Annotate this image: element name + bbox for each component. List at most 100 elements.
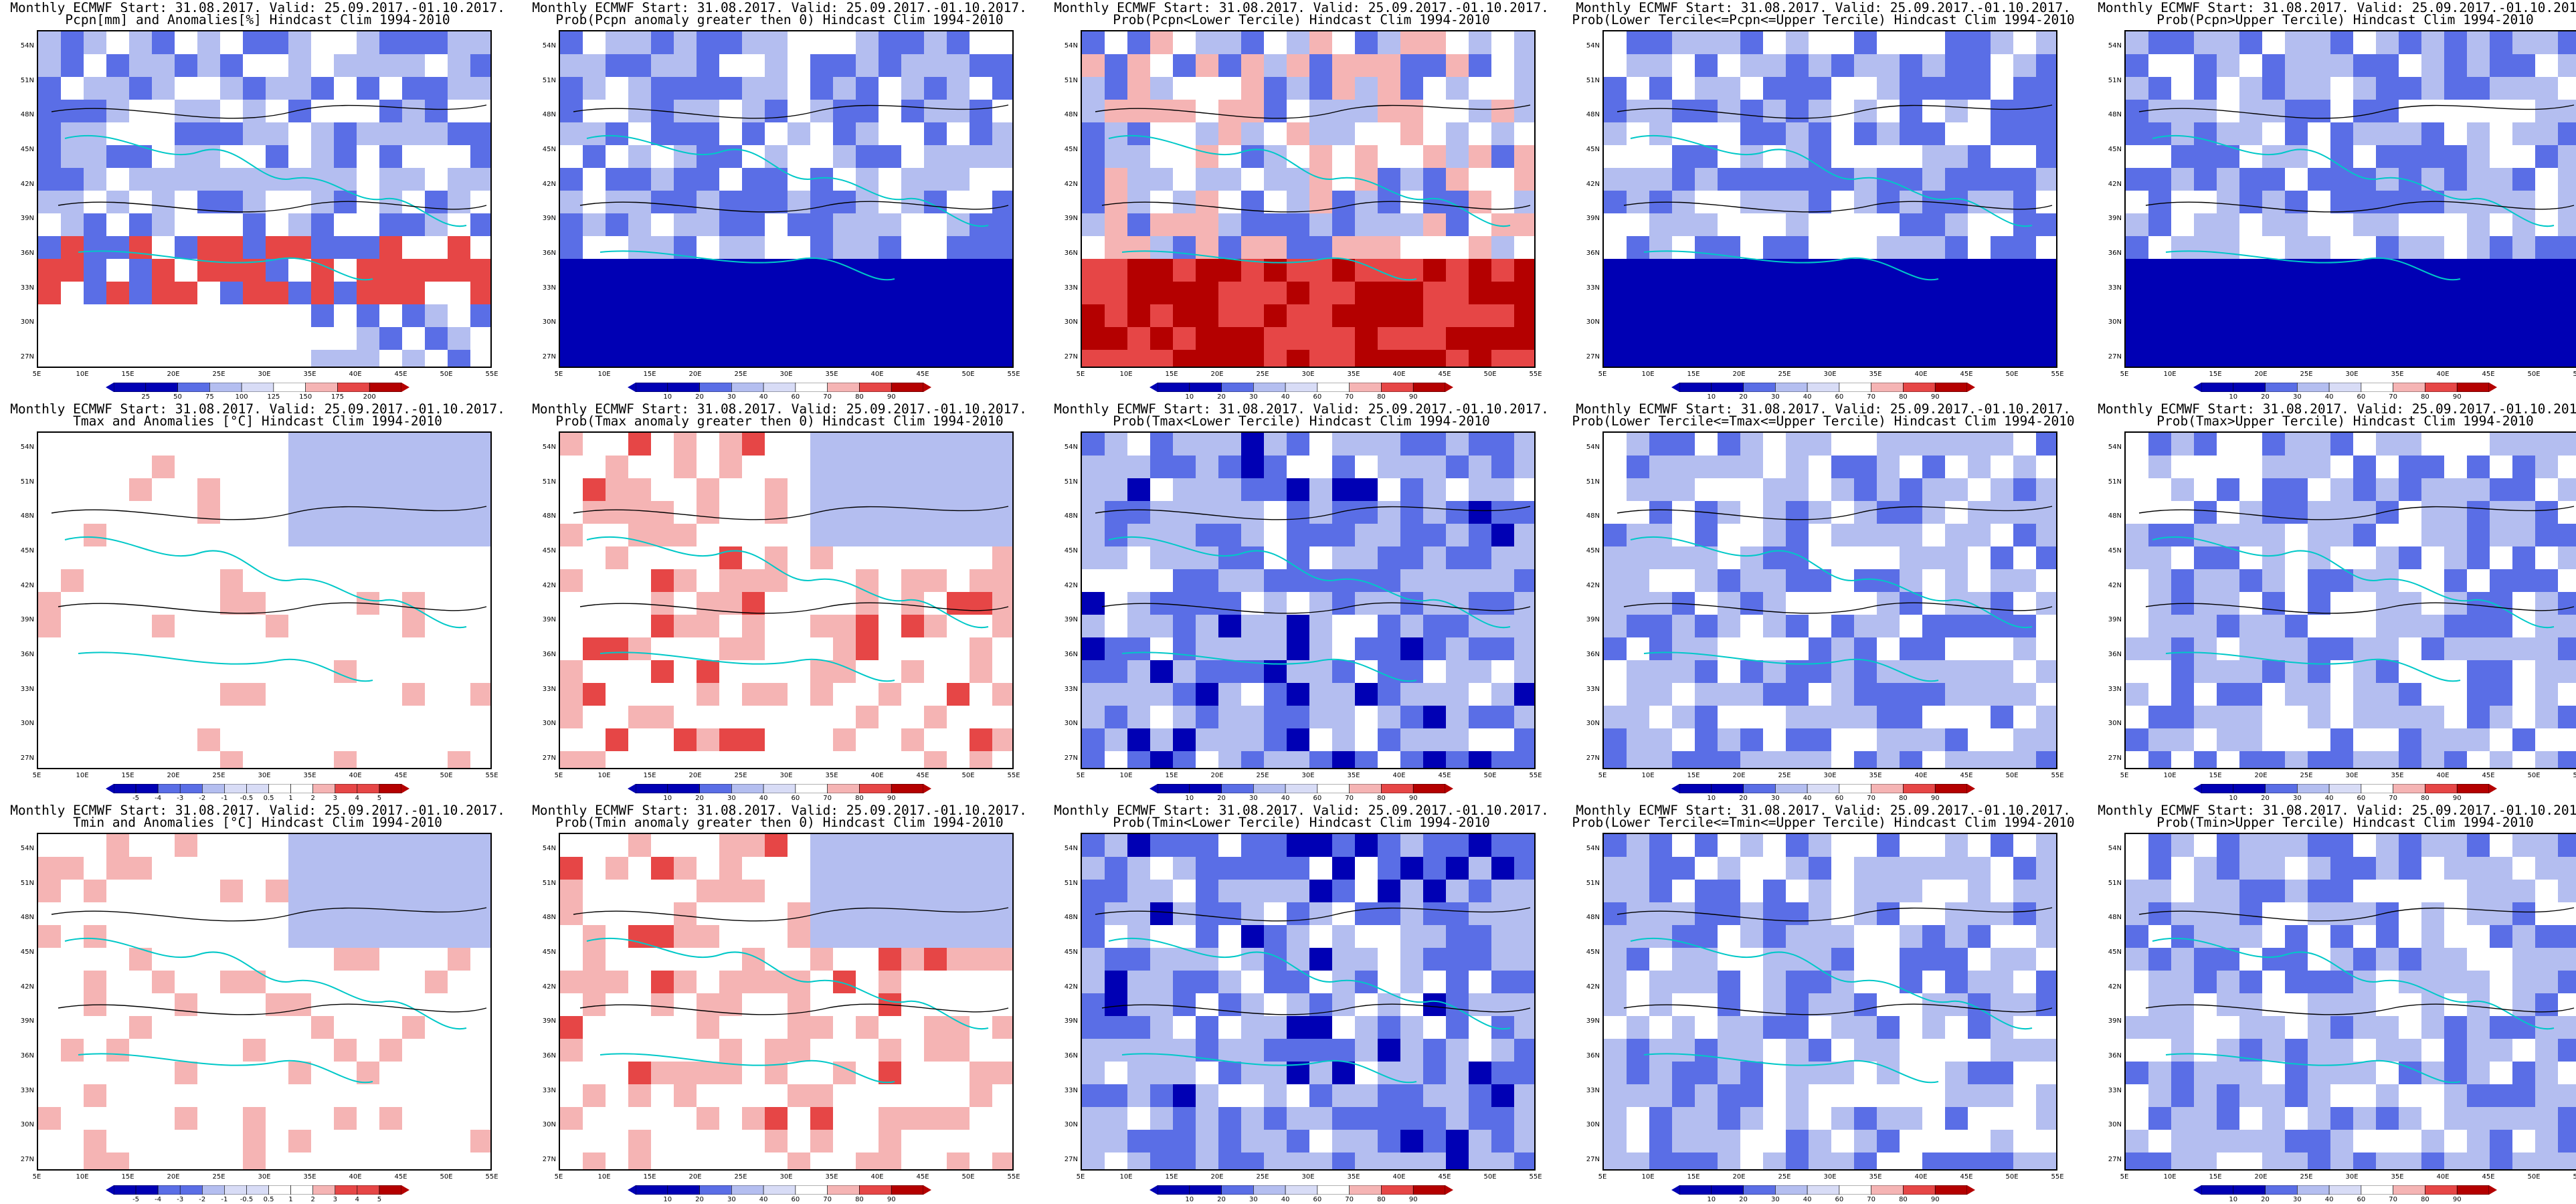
field-cell [2126,213,2149,237]
field-cell [106,1039,130,1062]
colorbar-segment [859,784,892,793]
field-cell [924,456,947,479]
field-cell [1196,993,1219,1017]
field-cell [1355,168,1378,191]
field-cell [1604,1152,1627,1169]
colorbar-segment [827,383,860,392]
field-cell [2148,259,2172,282]
field-cell [606,501,629,524]
field-cell [243,706,266,729]
field-cell [2013,834,2037,858]
field-cell [992,456,1012,479]
field-cell [560,1039,583,1062]
field-cell [1264,478,1287,502]
field-cell [106,478,130,502]
lon-tick-label: 50E [440,371,453,378]
field-cell [742,1084,765,1108]
field-cell [61,77,84,100]
field-cell [1241,728,1265,752]
field-cell [2262,350,2286,367]
field-cell [175,925,198,948]
field-cell [674,501,697,524]
field-cell [1854,1084,1877,1108]
field-cell [1877,1152,1900,1169]
field-cell [1854,122,1877,146]
field-cell [1627,350,1650,367]
field-cell [1922,948,1946,971]
field-cell [425,236,448,260]
field-cell [1900,1039,1923,1062]
field-cell [152,433,175,456]
map-panel: Monthly ECMWF Start: 31.08.2017. Valid: … [1566,401,2081,803]
field-cell [606,1130,629,1153]
lon-tick-label: 40E [870,371,884,378]
field-cell [697,282,720,305]
field-cell [1127,259,1151,282]
field-cell [2512,478,2536,502]
field-cell [2376,728,2399,752]
field-cell [1718,145,1741,169]
field-cell [947,54,970,78]
field-cell [1831,433,1855,456]
colorbar-segment [1839,784,1871,793]
colorbar-segment [827,1185,860,1195]
field-cell [2148,637,2172,661]
field-cell [2376,706,2399,729]
lat-tick-label: 45N [2108,146,2122,153]
field-cell [2217,880,2240,903]
field-cell [106,1152,130,1169]
field-cell [1423,615,1447,638]
field-cell [1196,1107,1219,1130]
field-cell [1173,706,1196,729]
field-cell [106,857,130,880]
field-cell [992,1107,1012,1130]
field-cell [243,433,266,456]
field-cell [1378,433,1401,456]
field-cell [2217,857,2240,880]
field-cell [1105,350,1128,367]
field-cell [1991,236,2014,260]
field-cell [448,100,471,123]
lon-tick-label: 10E [597,371,611,378]
field-cell [833,54,856,78]
field-cell [947,637,970,661]
field-cell [788,1039,811,1062]
field-cell [311,31,335,55]
field-cell [833,524,856,547]
field-cell [357,706,380,729]
field-cell [901,569,925,593]
field-cell [288,1130,312,1153]
field-cell [606,1107,629,1130]
field-cell [2262,259,2286,282]
field-cell [1786,122,1809,146]
field-cell [1355,1016,1378,1039]
field-cell [1649,1130,1673,1153]
field-cell [61,546,84,570]
field-cell [1423,31,1447,55]
field-cell [1672,282,1695,305]
field-cell [1991,54,2014,78]
field-cell [1469,1152,1492,1169]
field-cell [1150,546,1174,570]
field-cell [1695,77,1718,100]
field-cell [1105,145,1128,169]
field-cell [1241,77,1265,100]
field-cell [334,1107,357,1130]
field-cell [1968,683,1991,706]
field-cell [1831,1107,1855,1130]
field-cell [1150,168,1174,191]
field-cell [2217,683,2240,706]
field-cell [2262,100,2286,123]
colorbar-tick-label: 40 [1803,795,1812,802]
colorbar-segment [1157,383,1190,392]
field-cell [266,501,289,524]
field-cell [2126,706,2149,729]
field-cell [833,857,856,880]
field-cell [1740,478,1764,502]
field-cell [560,1152,583,1169]
field-cell [2444,456,2468,479]
field-cell [425,122,448,146]
field-cell [1446,327,1469,350]
field-cell [1491,478,1515,502]
field-cell [1355,902,1378,926]
